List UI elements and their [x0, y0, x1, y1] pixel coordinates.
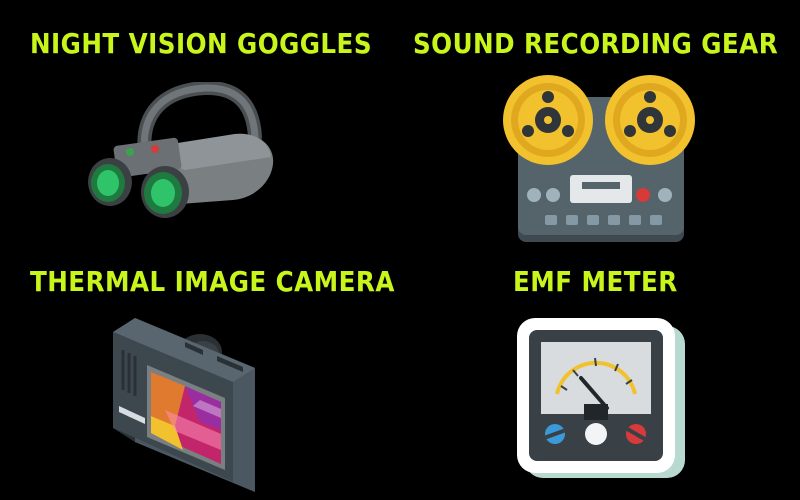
recording-gear-tile: [500, 75, 700, 245]
emf-meter-tile: [515, 318, 685, 483]
goggles-tile: [85, 80, 285, 222]
emf-meter-icon: [517, 318, 685, 478]
thermal-camera-tile: [105, 310, 275, 495]
reel-to-reel-recorder-icon: [503, 75, 695, 242]
emf-meter-title: EMF METER: [513, 265, 678, 298]
recording-gear-title: SOUND RECORDING GEAR: [413, 27, 779, 60]
thermal-camera-icon: [113, 318, 255, 492]
night-vision-goggles-icon: [88, 80, 274, 218]
goggles-title: NIGHT VISION GOGGLES: [30, 27, 373, 60]
thermal-camera-title: THERMAL IMAGE CAMERA: [30, 265, 395, 298]
